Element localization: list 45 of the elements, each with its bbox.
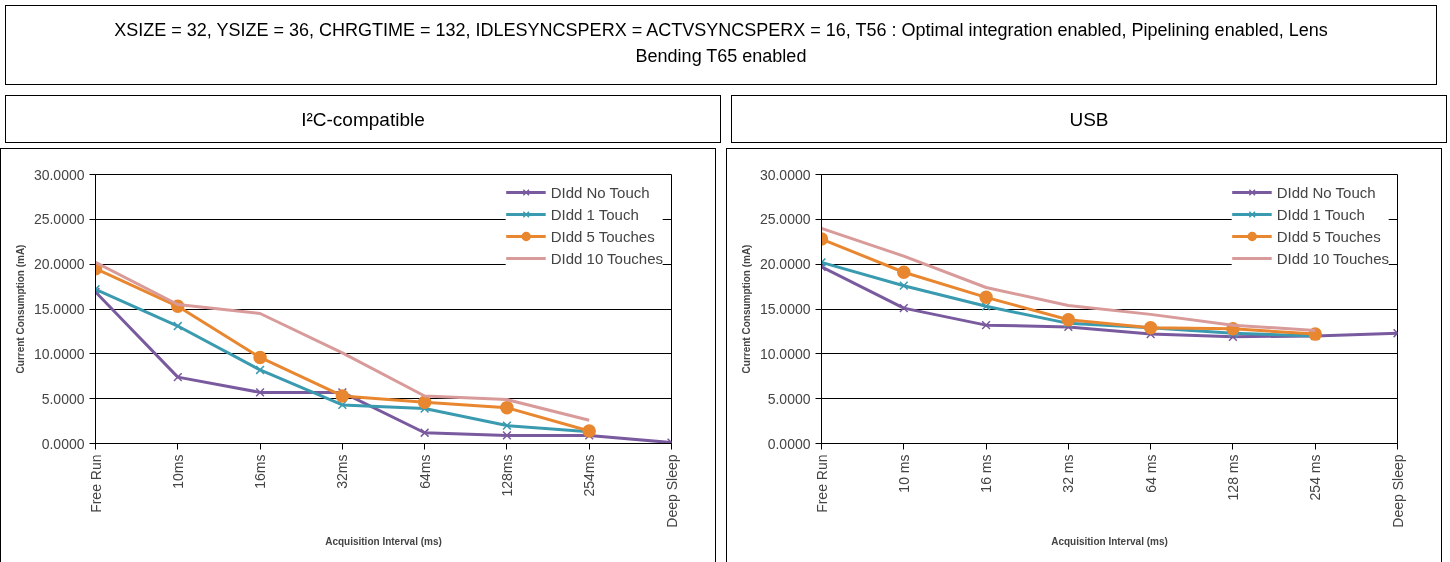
y-axis-title: Current Consumption (mA) (740, 244, 752, 374)
legend-label: DIdd 5 Touches (550, 227, 655, 245)
x-tick-label: Free Run (813, 454, 830, 513)
y-tick-label: 30.0000 (33, 166, 85, 183)
x-axis-title: Acquisition Interval (ms) (325, 535, 442, 547)
y-tick-label: 5.0000 (767, 390, 811, 407)
x-tick-label: Deep Sleep (663, 454, 680, 528)
y-tick-label: 10.0000 (33, 345, 85, 362)
y-tick-label: 25.0000 (759, 211, 811, 228)
chart-title: USB (1069, 108, 1109, 132)
x-tick-label: 16 ms (978, 454, 995, 493)
x-tick-label: 254ms (581, 454, 598, 497)
text: XSIZE = 32, YSIZE = 36, CHRGTIME = 132, IDLESYNCSPERX = ACTVSYNCSPERX = 16, T56 : Optimal integration enabled, Pipelining enabled, Lens Bending T65 enabled (113, 19, 1329, 68)
y-tick-label: 10.0000 (759, 345, 811, 362)
legend-label: DIdd 1 Touch (1276, 205, 1365, 223)
x-axis-title: Acquisition Interval (ms) (1051, 535, 1168, 547)
y-tick-label: 30.0000 (759, 166, 811, 183)
legend-label: DIdd 1 Touch (550, 205, 639, 223)
legend-label: DIdd No Touch (550, 183, 650, 201)
x-tick-label: 32ms (334, 454, 351, 489)
x-tick-label: 128ms (498, 454, 515, 497)
x-tick-label: 64ms (416, 454, 433, 489)
legend-label: DIdd No Touch (1276, 183, 1376, 201)
y-tick-label: 15.0000 (33, 301, 85, 317)
x-tick-label: 16ms (252, 454, 269, 489)
x-tick-label: 10ms (169, 454, 186, 489)
x-tick-label: Deep Sleep (1389, 454, 1406, 528)
x-tick-label: 128 ms (1224, 454, 1241, 501)
x-tick-label: 32 ms (1060, 454, 1077, 493)
y-tick-label: 20.0000 (33, 256, 85, 273)
x-tick-label: 254 ms (1307, 454, 1324, 501)
legend-label: DIdd 10 Touches (1276, 249, 1389, 267)
y-tick-label: 25.0000 (33, 211, 85, 228)
legend-label: DIdd 10 Touches (550, 249, 663, 267)
x-tick-label: 64 ms (1142, 454, 1159, 493)
legend-label: DIdd 5 Touches (1276, 227, 1381, 245)
y-tick-label: 15.0000 (759, 301, 811, 317)
x-tick-label: 10 ms (895, 454, 912, 493)
y-tick-label: 20.0000 (759, 256, 811, 273)
y-tick-label: 5.0000 (41, 390, 85, 407)
y-tick-label: 0.0000 (767, 435, 811, 452)
chart-title: I²C-compatible (301, 108, 425, 132)
x-tick-label: Free Run (87, 454, 104, 513)
y-tick-label: 0.0000 (41, 435, 85, 452)
y-axis-title: Current Consumption (mA) (14, 244, 26, 374)
